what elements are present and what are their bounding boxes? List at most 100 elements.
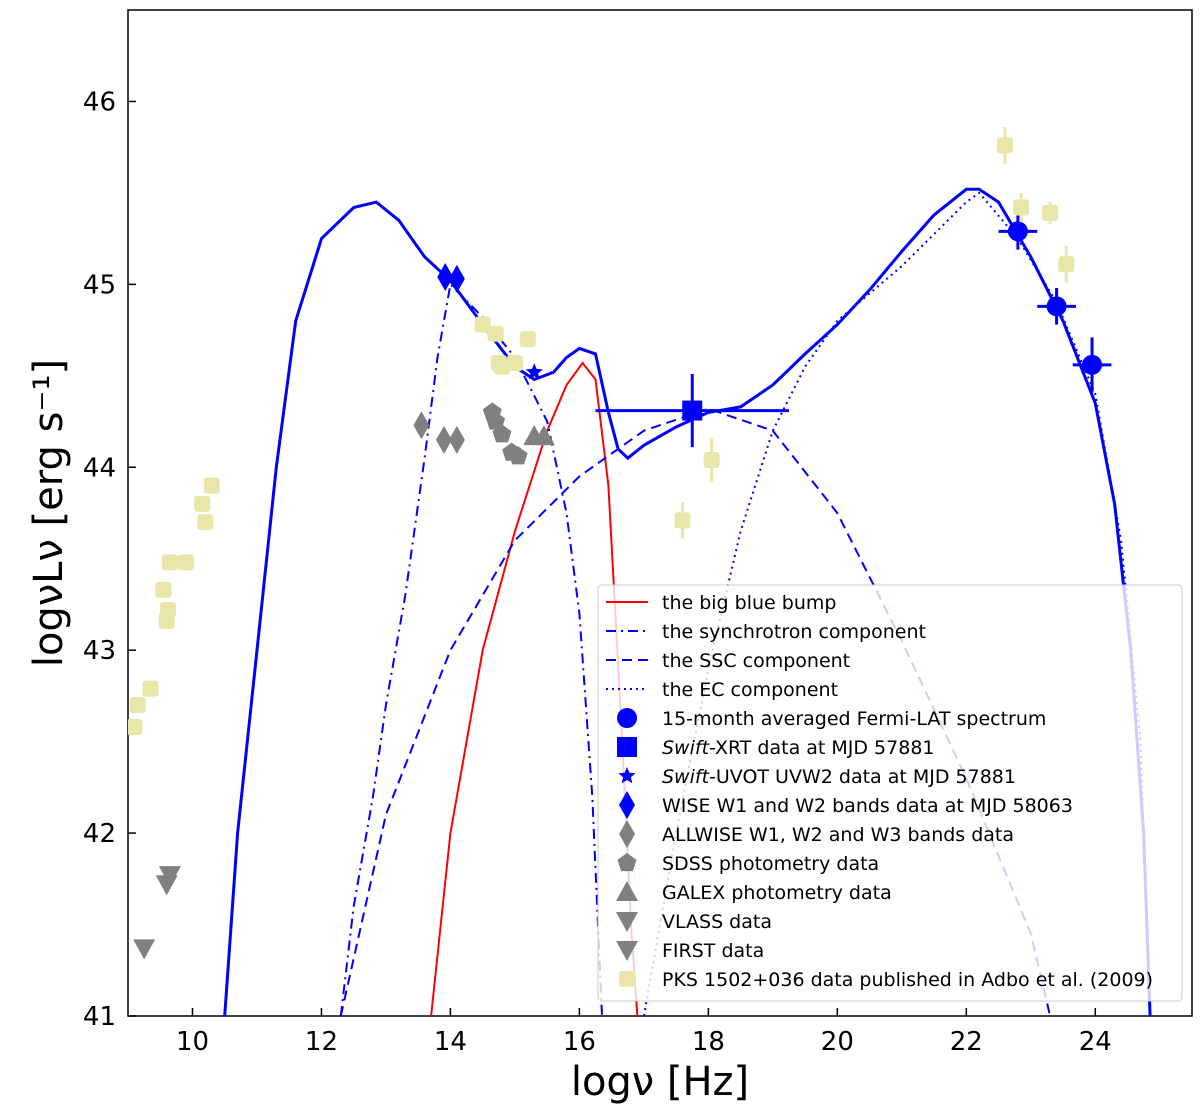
legend-item: PKS 1502+036 data published in Adbo et a…: [619, 969, 1153, 991]
x-tick-label: 18: [692, 1027, 725, 1057]
data-point: [128, 719, 143, 736]
data-point: [1042, 205, 1059, 222]
legend-label: the big blue bump: [662, 592, 836, 614]
data-point: [1013, 199, 1030, 216]
data-point: [435, 425, 452, 454]
y-axis-title: logνLν [erg s⁻¹]: [26, 359, 72, 667]
legend-label: VLASS data: [662, 911, 772, 933]
legend-swatch: [617, 708, 637, 728]
series-pks-1502-036-data-published-in-adbo-et-al-2009: [128, 127, 1075, 736]
y-tick-label: 42: [83, 819, 116, 849]
legend-item: GALEX photometry data: [616, 881, 892, 904]
legend-label: Swift-XRT data at MJD 57881: [662, 737, 935, 759]
series-allwise-w1-w2-and-w3-bands-data: [413, 411, 465, 454]
series-vlass-data: [155, 866, 181, 896]
y-tick-label: 45: [83, 270, 116, 300]
data-point: [532, 425, 555, 446]
data-point: [203, 477, 220, 494]
x-tick-label: 16: [563, 1027, 596, 1057]
data-point: [159, 601, 176, 618]
legend-item: the EC component: [606, 679, 838, 701]
y-tick-label: 46: [83, 87, 116, 117]
legend-label: the SSC component: [662, 650, 850, 672]
legend-label: SDSS photometry data: [662, 853, 879, 875]
legend-swatch: [617, 853, 637, 872]
legend-label: the EC component: [662, 679, 838, 701]
x-tick-label: 20: [821, 1027, 854, 1057]
data-point: [194, 495, 211, 512]
data-point: [486, 411, 506, 430]
data-point: [525, 363, 543, 380]
data-point: [155, 581, 172, 598]
y-tick-label: 41: [83, 1002, 116, 1032]
y-tick-label: 44: [83, 453, 116, 483]
series-wise-w1-and-w2-bands-data-at-mjd-58063: [437, 263, 465, 293]
data-point: [178, 554, 195, 571]
legend-item: 15-month averaged Fermi-LAT spectrum: [617, 708, 1046, 730]
data-point: [703, 451, 720, 468]
x-axis-title: logν [Hz]: [571, 1059, 749, 1105]
legend-swatch: [617, 737, 637, 757]
legend-item: the SSC component: [606, 650, 850, 672]
legend-item: FIRST data: [616, 940, 764, 962]
legend-label: FIRST data: [662, 940, 764, 962]
series-swift-uvot-uvw2-data-at-mjd-57881: [525, 363, 543, 380]
legend-swatch: [618, 767, 636, 784]
legend-item: the big blue bump: [606, 592, 836, 614]
data-point: [1046, 296, 1067, 317]
curve-total-model: [223, 187, 1152, 1016]
data-point: [142, 680, 159, 697]
x-tick-label: 24: [1079, 1027, 1112, 1057]
series-swift-xrt-data-at-mjd-57881: [595, 373, 789, 448]
legend: the big blue bump the synchrotron compone…: [597, 584, 1183, 1002]
data-point: [474, 316, 491, 333]
legend-item: Swift-UVOT UVW2 data at MJD 57881: [618, 766, 1016, 788]
legend-swatch: [616, 912, 638, 932]
legend-swatch: [619, 820, 635, 848]
legend-item: SDSS photometry data: [617, 853, 879, 875]
legend-item: VLASS data: [616, 911, 772, 933]
y-tick-label: 43: [83, 636, 116, 666]
legend-item: ALLWISE W1, W2 and W3 bands data: [619, 820, 1014, 848]
plot-frame: [127, 9, 1193, 1017]
legend-label: Swift-UVOT UVW2 data at MJD 57881: [662, 766, 1016, 788]
data-point: [158, 866, 181, 887]
x-tick-label: 14: [434, 1027, 467, 1057]
legend-item: WISE W1 and W2 bands data at MJD 58063: [619, 791, 1073, 819]
data-point: [197, 514, 214, 531]
series-sdss-photometry-data: [482, 402, 528, 465]
data-point: [437, 263, 454, 292]
data-point: [1082, 354, 1103, 375]
data-point: [448, 264, 465, 293]
legend-label: WISE W1 and W2 bands data at MJD 58063: [662, 795, 1073, 817]
legend-swatch: [616, 941, 638, 961]
x-tick-label: 12: [305, 1027, 338, 1057]
data-point: [487, 325, 504, 342]
data-points: [128, 127, 1112, 960]
data-point: [1058, 256, 1075, 273]
data-point: [448, 425, 465, 454]
data-point: [492, 424, 512, 443]
series-first-data: [133, 939, 156, 960]
legend-box: [597, 584, 1183, 1002]
x-tick-label: 10: [176, 1027, 209, 1057]
data-point: [519, 331, 536, 348]
legend-swatch: [616, 881, 638, 901]
data-point: [133, 939, 156, 960]
data-point: [161, 554, 178, 571]
legend-swatch: [619, 971, 635, 987]
data-point: [1007, 221, 1028, 242]
x-tick-label: 22: [950, 1027, 983, 1057]
legend-swatch: [619, 791, 635, 819]
legend-label: ALLWISE W1, W2 and W3 bands data: [662, 824, 1014, 846]
legend-item: the synchrotron component: [606, 621, 926, 643]
legend-label: PKS 1502+036 data published in Adbo et a…: [662, 969, 1153, 991]
data-point: [413, 411, 430, 440]
legend-item: Swift-XRT data at MJD 57881: [617, 737, 935, 759]
legend-label: GALEX photometry data: [662, 882, 892, 904]
legend-label: the synchrotron component: [662, 621, 926, 643]
data-point: [996, 137, 1013, 154]
data-point: [508, 446, 528, 465]
axis-ticks: 10 12 14 16 18 20 22 24 41 42 43 44 45 46: [83, 87, 1112, 1057]
